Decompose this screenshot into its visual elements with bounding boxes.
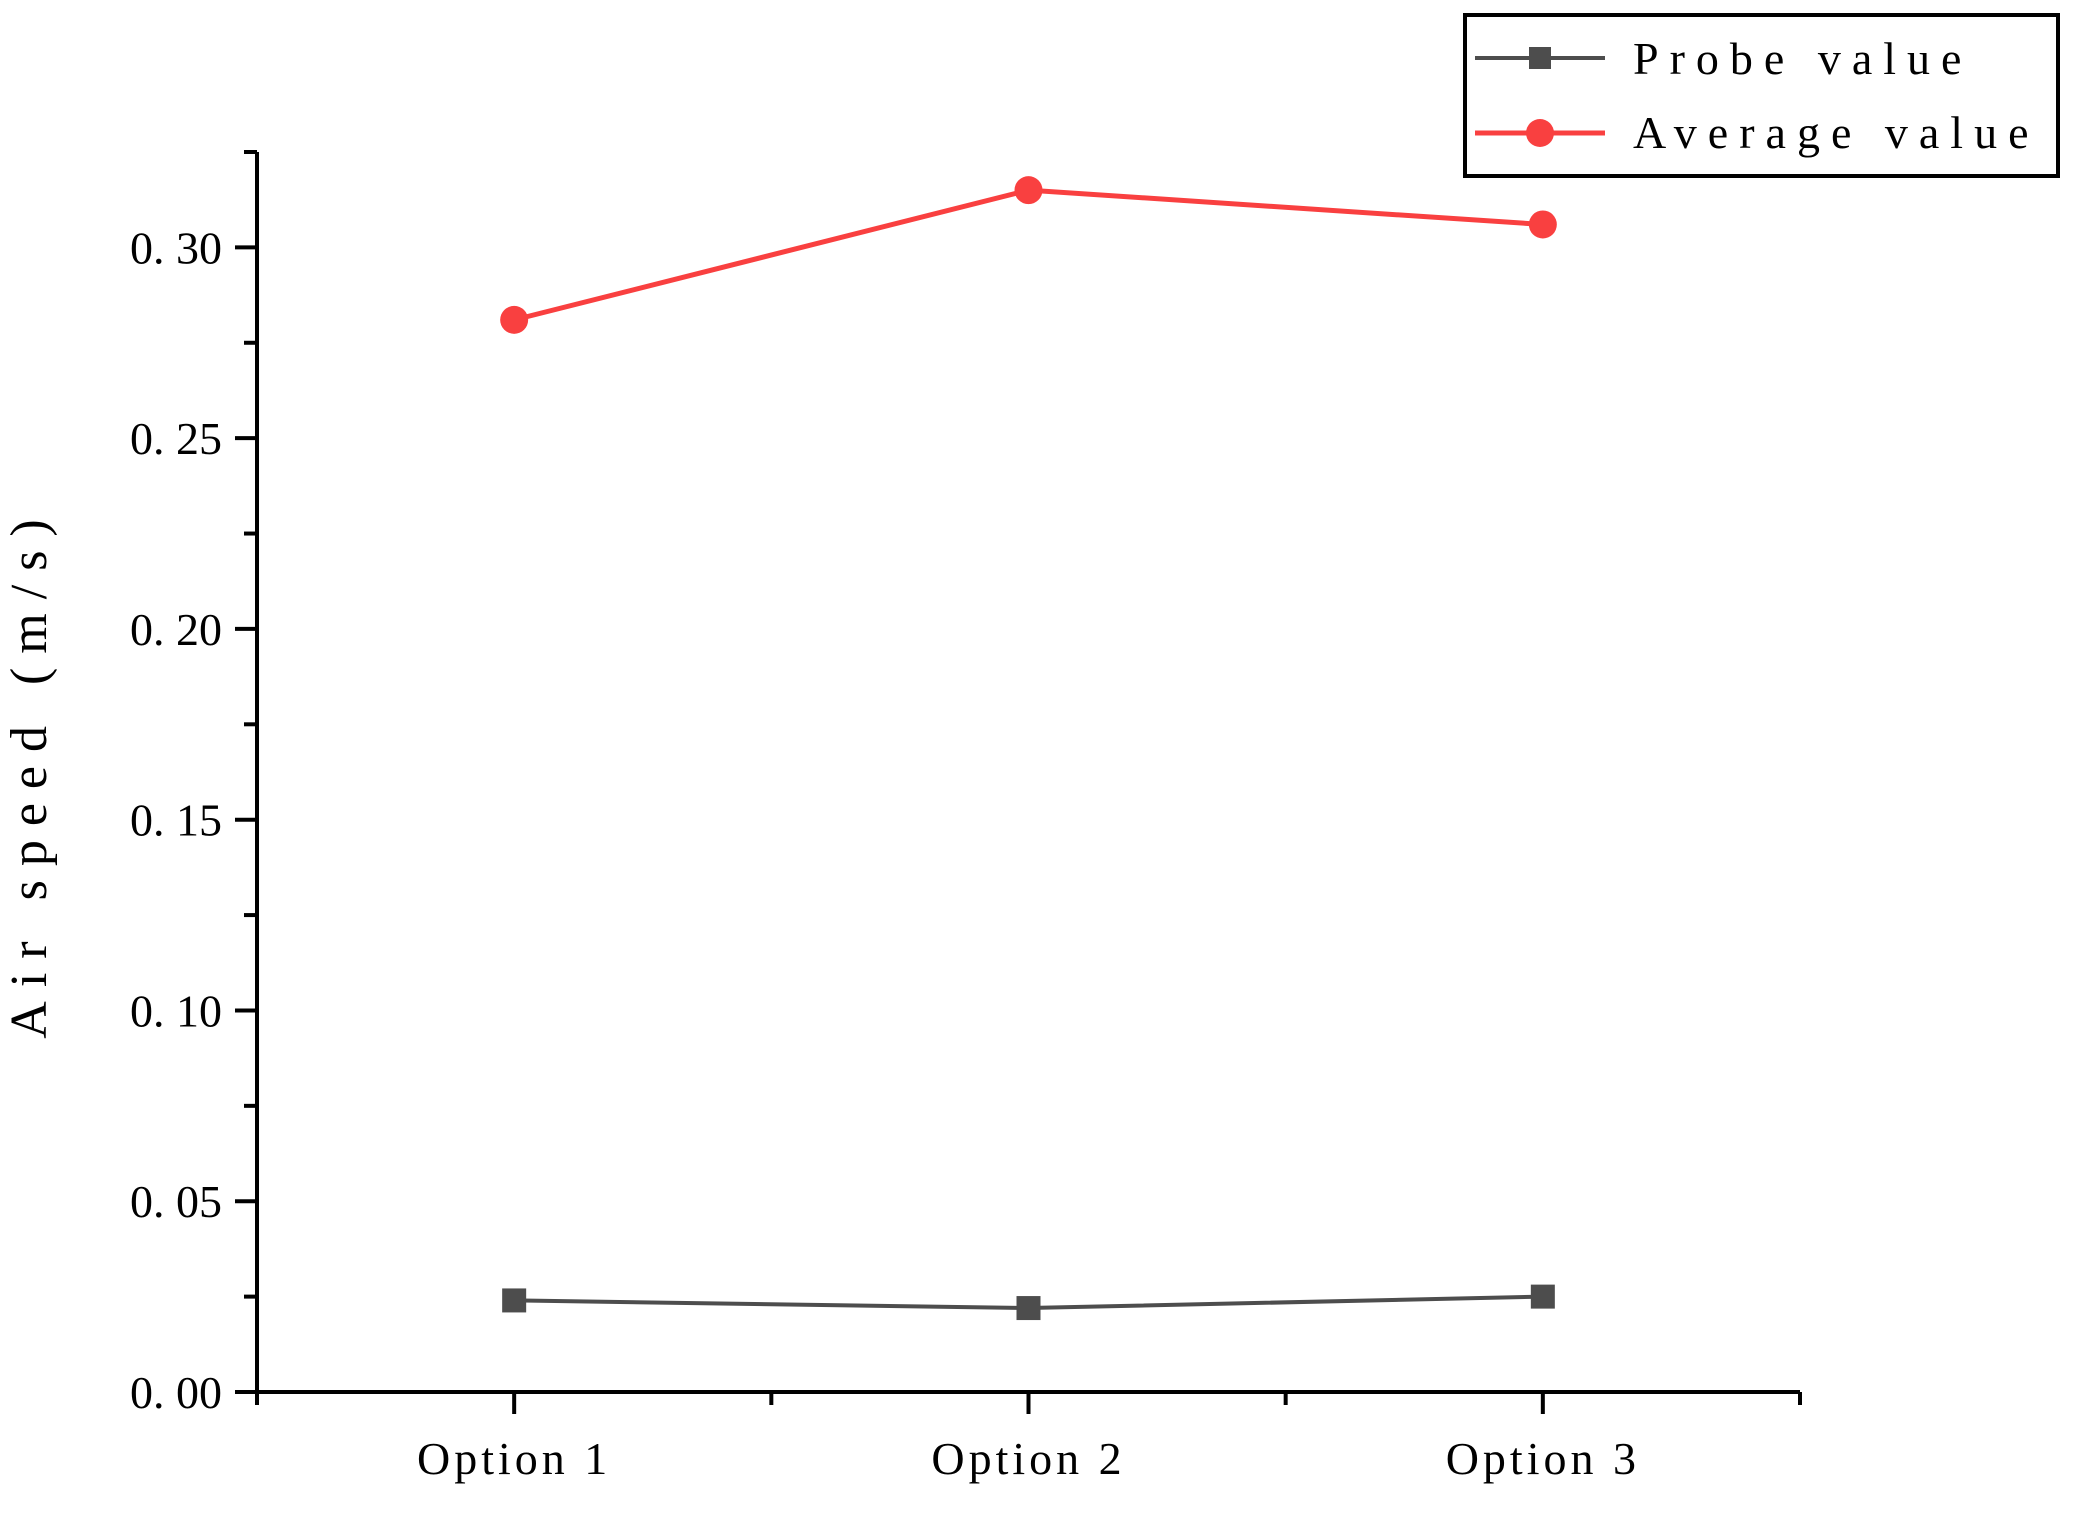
legend-label-average: Average value <box>1633 107 2040 159</box>
series-line-average-value <box>513 187 1543 323</box>
y-tick-label: 0. 25 <box>130 413 222 464</box>
legend: Probe value Average value <box>1463 13 2060 178</box>
average-circle-marker-icon <box>1526 118 1554 147</box>
data-point-square-probe-value <box>1016 1296 1041 1321</box>
legend-item-average-value: Average value <box>1467 106 2056 159</box>
data-point-square-probe-value <box>1530 1284 1555 1309</box>
x-tick-label: Option 2 <box>931 1433 1125 1484</box>
y-tick-label: 0. 15 <box>130 795 222 846</box>
probe-series-marker-icon <box>1475 42 1605 74</box>
x-tick-label: Option 3 <box>1446 1433 1640 1484</box>
y-tick-label: 0. 20 <box>130 604 222 655</box>
probe-square-marker-icon <box>1529 47 1551 70</box>
legend-item-probe-value: Probe value <box>1467 32 2056 85</box>
data-point-circle-average-value <box>1014 176 1043 205</box>
data-point-circle-average-value <box>500 305 529 334</box>
y-tick-label: 0. 05 <box>130 1176 222 1227</box>
x-tick-label: Option 1 <box>417 1433 611 1484</box>
average-series-marker-icon <box>1475 117 1605 149</box>
data-point-square-probe-value <box>502 1288 527 1313</box>
y-tick-label: 0. 30 <box>130 222 222 273</box>
data-point-circle-average-value <box>1528 210 1557 239</box>
y-tick-label: 0. 00 <box>130 1367 222 1418</box>
y-axis-title: Air speed (m/s) <box>1 505 58 1038</box>
y-tick-label: 0. 10 <box>130 985 222 1036</box>
legend-label-probe: Probe value <box>1633 32 1973 84</box>
